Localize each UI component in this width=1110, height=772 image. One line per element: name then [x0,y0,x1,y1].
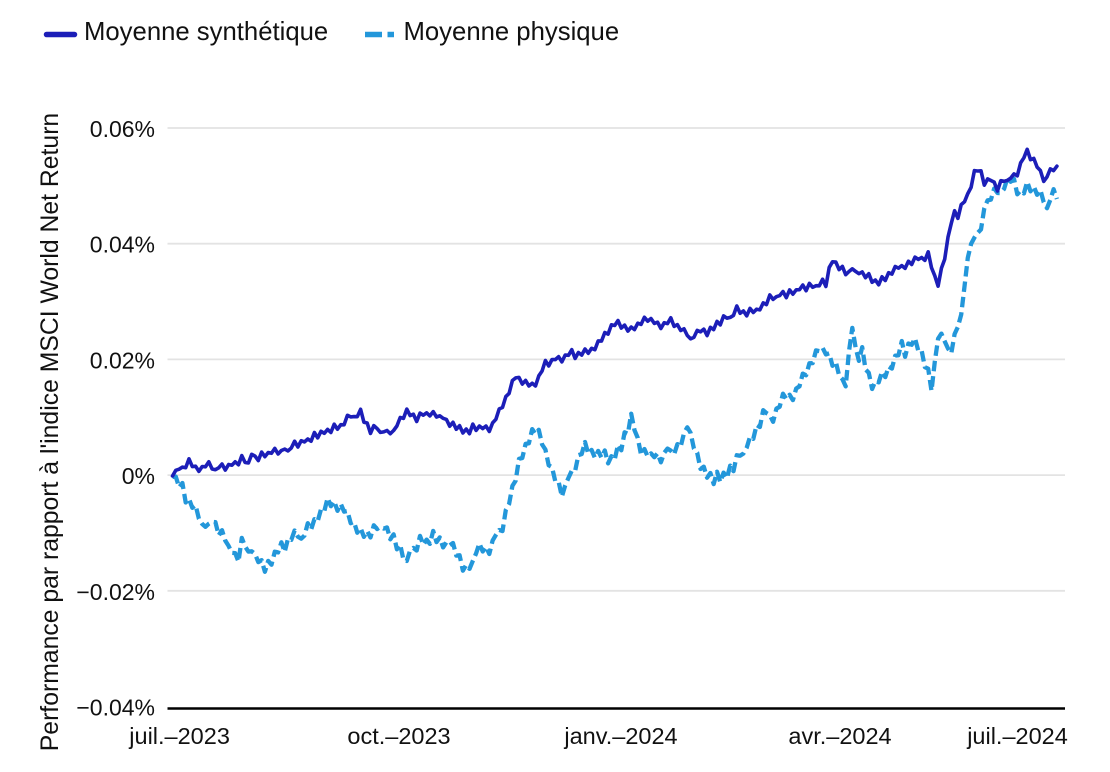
svg-text:Moyenne synthétique: Moyenne synthétique [84,18,328,46]
svg-text:0.04%: 0.04% [90,232,155,258]
svg-text:0.02%: 0.02% [90,347,155,373]
svg-text:Performance par rapport à l'in: Performance par rapport à l'indice MSCI … [37,113,64,751]
svg-text:−0.02%: −0.02% [76,579,155,605]
svg-text:Moyenne physique: Moyenne physique [404,18,620,46]
svg-text:−0.04%: −0.04% [76,695,155,721]
svg-text:avr.–2024: avr.–2024 [788,723,891,749]
svg-text:janv.–2024: janv.–2024 [563,723,677,749]
svg-text:juil.–2024: juil.–2024 [966,723,1068,749]
svg-text:oct.–2023: oct.–2023 [347,723,450,749]
svg-text:juil.–2023: juil.–2023 [128,723,230,749]
svg-text:0.06%: 0.06% [90,116,155,142]
svg-text:0%: 0% [122,463,155,489]
